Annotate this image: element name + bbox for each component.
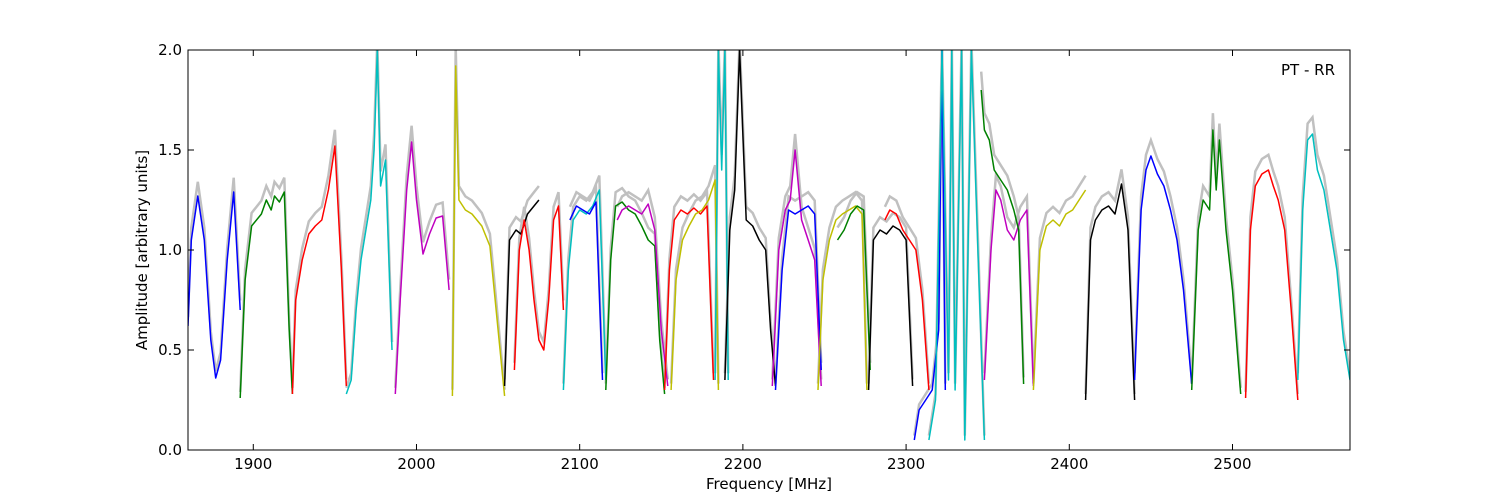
background-spectrum [188, 50, 1350, 436]
y-tick-label: 0.5 [158, 341, 182, 359]
background-trace-10 [568, 183, 604, 374]
y-tick-label: 1.5 [158, 141, 182, 159]
x-tick-label: 2100 [561, 455, 599, 473]
series-line-7 [503, 199, 540, 387]
background-trace-1 [188, 177, 242, 372]
series-line-4 [345, 50, 393, 395]
series-line-17 [771, 149, 822, 387]
series-line-21 [867, 225, 914, 391]
series-line-19 [817, 205, 868, 391]
series-line-6 [451, 65, 506, 397]
series-line-26 [980, 89, 1025, 385]
background-trace-17 [771, 133, 823, 380]
x-axis-label: Frequency [MHz] [706, 475, 832, 493]
x-axis: 1900 2000 2100 2200 2300 2400 2500 [234, 50, 1252, 473]
plot-annotation: PT - RR [1281, 61, 1335, 79]
background-trace-3 [291, 129, 348, 388]
series-line-2 [239, 191, 294, 399]
background-trace-18 [774, 190, 823, 384]
x-tick-label: 2200 [724, 455, 762, 473]
background-trace-26 [979, 71, 1025, 378]
series-line-13 [663, 205, 715, 391]
background-trace-21 [867, 211, 914, 384]
series-line-12 [616, 203, 669, 387]
series-line-9 [562, 189, 607, 391]
series-line-18 [774, 205, 822, 391]
series-line-27 [1032, 189, 1087, 391]
background-trace-8 [513, 191, 565, 363]
series-line-1 [188, 191, 241, 379]
series-line-8 [513, 205, 565, 371]
x-tick-label: 2500 [1213, 455, 1251, 473]
background-trace-13 [663, 188, 715, 384]
series-line-16 [724, 50, 777, 387]
series-line-32 [1297, 133, 1350, 381]
series-line-11 [605, 201, 666, 395]
series-line-5 [394, 141, 450, 395]
background-trace-6 [451, 50, 506, 390]
series-line-10 [569, 201, 604, 381]
series-line-30 [1190, 129, 1242, 395]
background-trace-28 [1084, 169, 1136, 395]
background-trace-25 [983, 170, 1035, 380]
x-tick-label: 2000 [397, 455, 435, 473]
x-tick-label: 2400 [1050, 455, 1088, 473]
background-trace-24 [927, 50, 986, 436]
y-axis: 0.0 0.5 1.0 1.5 2.0 [158, 41, 1350, 459]
series-line-3 [291, 145, 348, 395]
series-line-15 [714, 50, 729, 381]
background-trace-27 [1032, 174, 1087, 384]
background-trace-30 [1190, 113, 1242, 388]
series-line-23 [913, 50, 947, 441]
series-line-28 [1084, 183, 1136, 401]
series-line-24 [928, 50, 986, 441]
y-tick-label: 1.0 [158, 241, 182, 259]
series-line-14 [670, 179, 720, 391]
background-trace-32 [1296, 114, 1350, 374]
series-line-25 [983, 189, 1035, 387]
background-trace-19 [816, 190, 869, 384]
y-axis-label: Amplitude [arbitrary units] [133, 150, 151, 350]
series-line-20 [836, 205, 871, 371]
x-tick-label: 2300 [887, 455, 925, 473]
background-trace-22 [883, 194, 931, 384]
series-line-22 [884, 209, 930, 391]
background-trace-31 [1244, 152, 1300, 395]
background-trace-29 [1133, 136, 1193, 378]
series-layer [188, 50, 1350, 441]
x-tick-label: 1900 [234, 455, 272, 473]
series-line-31 [1244, 169, 1299, 401]
y-tick-label: 0.0 [158, 441, 182, 459]
y-tick-label: 2.0 [158, 41, 182, 59]
background-trace-9 [562, 175, 608, 384]
series-line-29 [1133, 155, 1193, 385]
background-trace-14 [669, 164, 720, 384]
